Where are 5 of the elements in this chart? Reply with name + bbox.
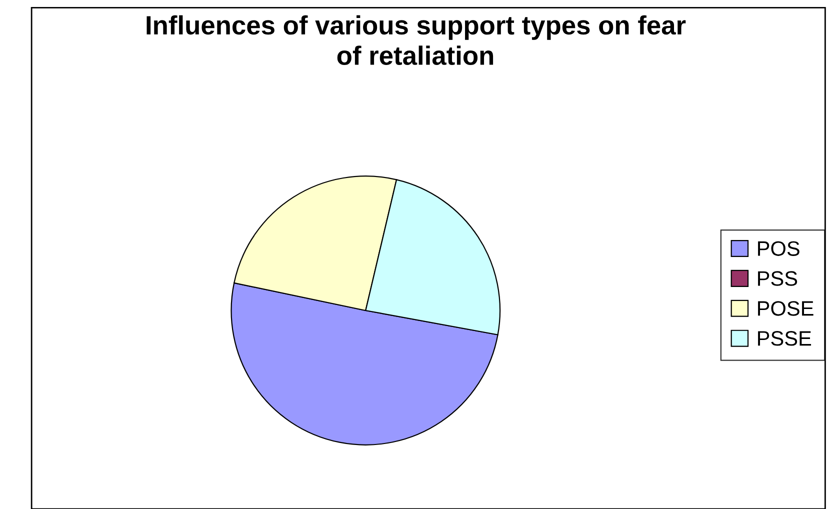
legend-label: POSE [758,301,814,316]
legend-label: PSS [758,271,798,286]
legend-label: POS [758,241,800,256]
chart-title: Influences of various support types on fear of retaliation [146,15,686,65]
legend-label: PSSE [758,331,812,346]
